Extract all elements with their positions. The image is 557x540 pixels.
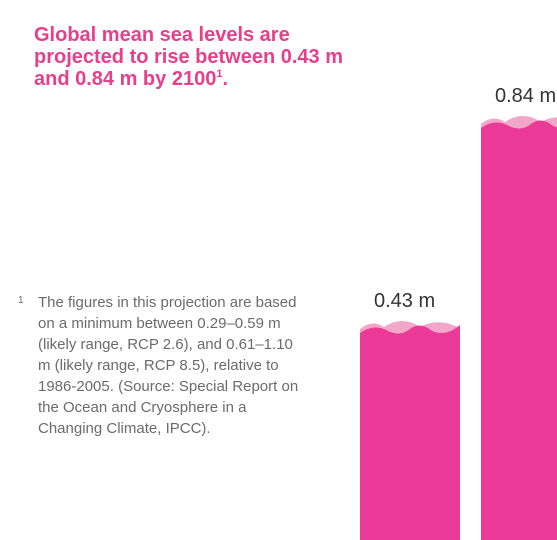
footnote-mark: 1	[18, 295, 24, 306]
bar-1-value-label: 0.43 m	[374, 290, 435, 312]
bar-1: 0.43 m	[360, 290, 460, 540]
footnote: 1 The figures in this projection are bas…	[18, 292, 308, 439]
bar-2-value-label: 0.84 m	[495, 85, 556, 107]
bar-2-body	[481, 120, 557, 540]
footnote-text: The figures in this projection are based…	[38, 294, 299, 437]
headline: Global mean sea levels are projected to …	[34, 24, 374, 90]
headline-footnote-ref: 1	[216, 68, 223, 80]
headline-end-punct: .	[222, 68, 229, 90]
bar-1-body	[360, 325, 460, 540]
headline-text: Global mean sea levels are projected to …	[34, 24, 343, 90]
bar-2: 0.84 m	[481, 85, 557, 540]
